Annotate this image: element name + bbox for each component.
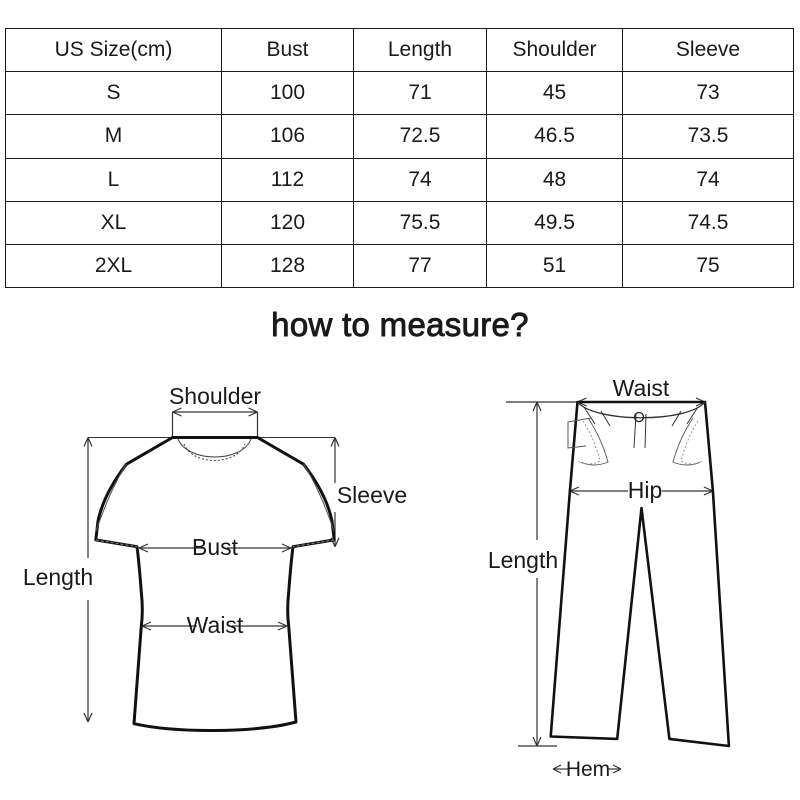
- svg-text:Length: Length: [488, 547, 558, 573]
- svg-text:Hip: Hip: [628, 477, 663, 503]
- svg-text:Sleeve: Sleeve: [337, 482, 407, 508]
- svg-text:Length: Length: [23, 564, 93, 590]
- svg-text:Bust: Bust: [192, 534, 239, 560]
- svg-text:Waist: Waist: [187, 612, 244, 638]
- svg-text:Shoulder: Shoulder: [169, 383, 261, 409]
- svg-text:Hem: Hem: [566, 758, 610, 781]
- svg-text:Waist: Waist: [613, 380, 670, 401]
